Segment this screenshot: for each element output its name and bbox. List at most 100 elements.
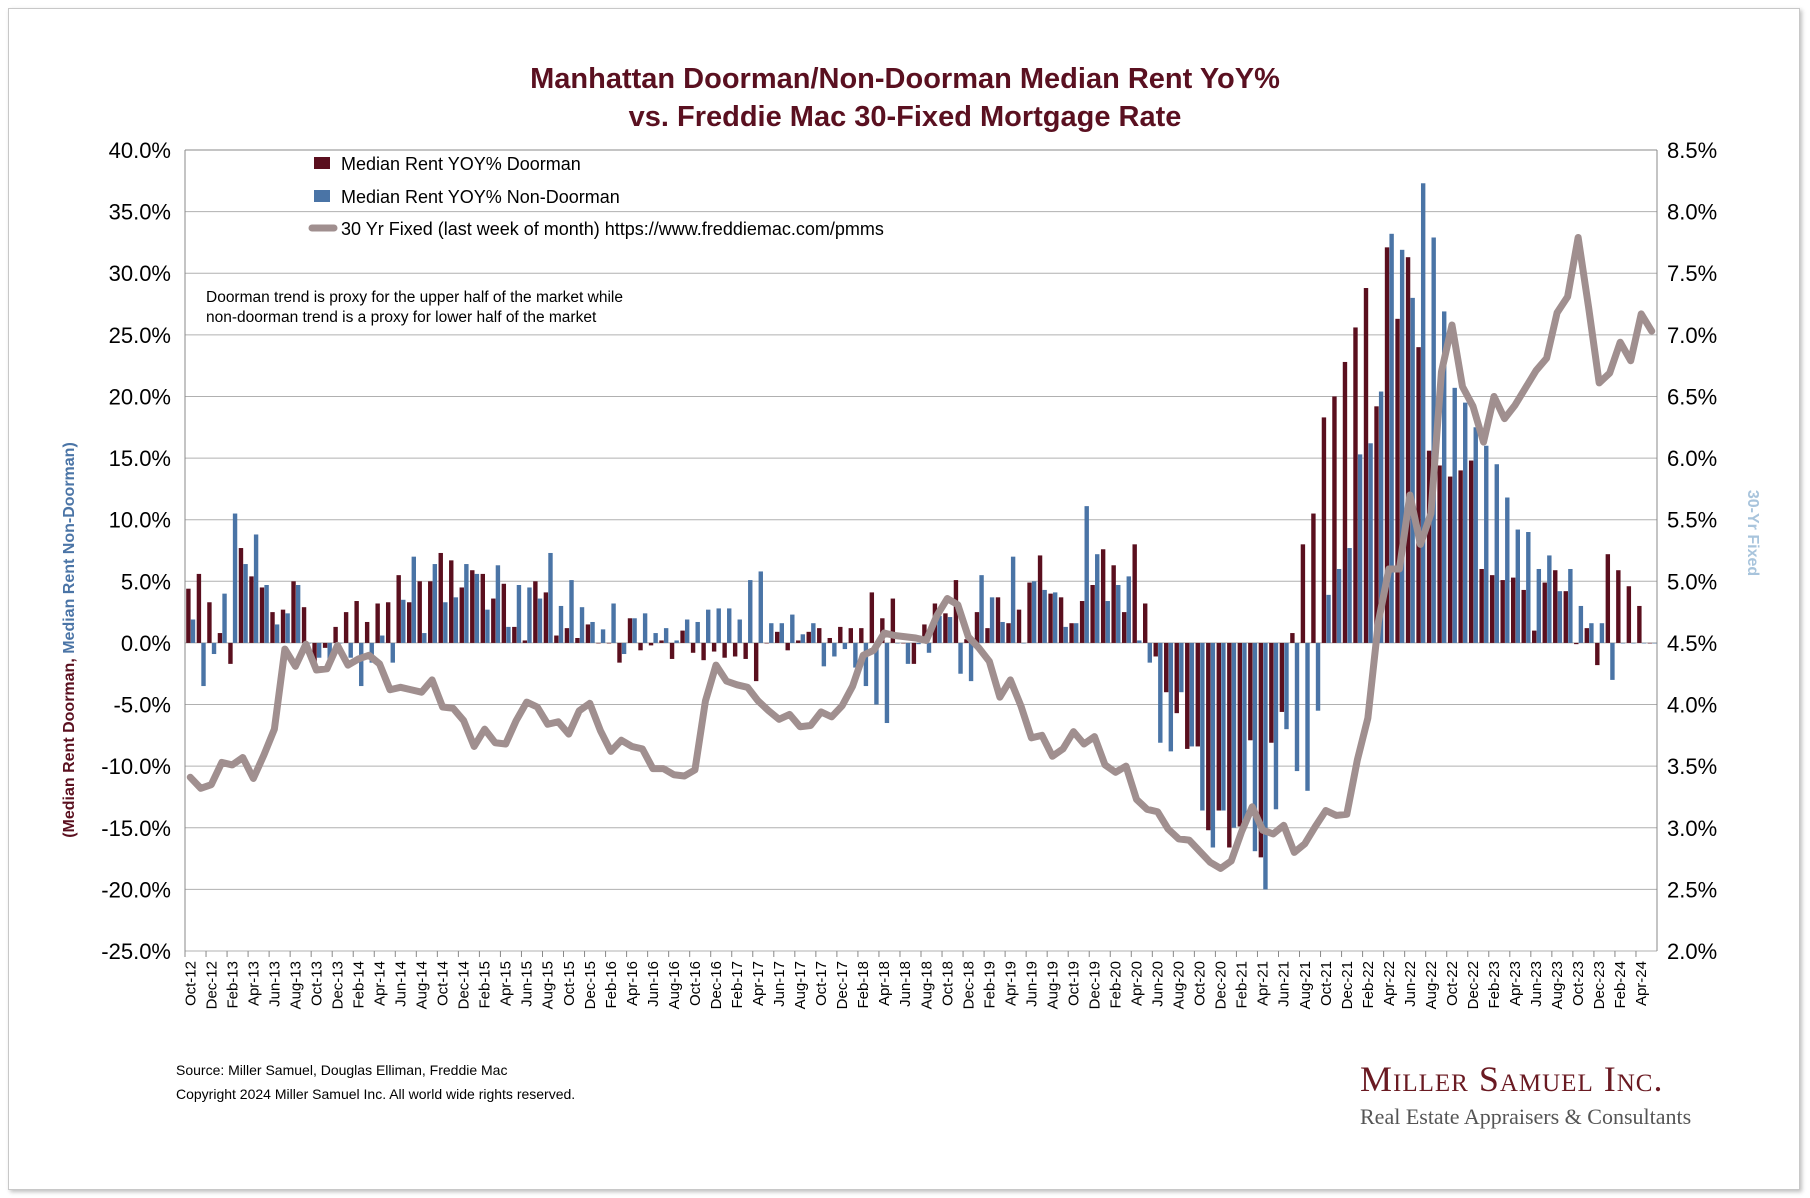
bar-non-doorman bbox=[1641, 642, 1647, 644]
x-tick-label: Dec-14 bbox=[456, 961, 473, 1009]
bar-doorman bbox=[501, 583, 507, 643]
bar-doorman bbox=[1553, 570, 1558, 643]
bar-non-doorman bbox=[674, 640, 679, 643]
bar-doorman bbox=[1521, 589, 1526, 643]
bar-doorman bbox=[1426, 450, 1432, 643]
bar-non-doorman bbox=[1305, 642, 1310, 791]
bar-non-doorman bbox=[411, 556, 416, 643]
bar-non-doorman bbox=[495, 565, 501, 643]
bar-non-doorman bbox=[464, 564, 469, 643]
bar-non-doorman bbox=[621, 642, 627, 655]
y-tick-label: 35.0% bbox=[109, 200, 171, 225]
bar-non-doorman bbox=[1368, 443, 1373, 643]
bar-doorman bbox=[1563, 591, 1568, 643]
bar-doorman bbox=[743, 642, 748, 659]
bar-doorman bbox=[669, 642, 675, 659]
x-tick-label: Dec-20 bbox=[1213, 961, 1230, 1009]
bar-non-doorman bbox=[1210, 642, 1216, 848]
bar-doorman bbox=[690, 642, 696, 653]
bar-non-doorman bbox=[253, 534, 259, 643]
bar-doorman bbox=[470, 570, 475, 643]
y-tick-label: 20.0% bbox=[109, 384, 171, 409]
bar-doorman bbox=[1279, 642, 1285, 712]
bar-non-doorman bbox=[727, 608, 732, 643]
bar-non-doorman bbox=[1336, 568, 1342, 643]
bar-non-doorman bbox=[811, 623, 816, 643]
bar-non-doorman bbox=[327, 642, 332, 663]
bar-doorman bbox=[1353, 327, 1358, 643]
bar-non-doorman bbox=[1189, 642, 1195, 747]
bar-doorman bbox=[838, 626, 843, 643]
bar-non-doorman bbox=[1294, 642, 1300, 772]
legend-label: Median Rent YOY% Non-Doorman bbox=[341, 187, 620, 207]
x-tick-label: Apr-24 bbox=[1633, 961, 1650, 1006]
x-tick-label: Apr-20 bbox=[1129, 961, 1146, 1006]
y-tick-label: 15.0% bbox=[109, 446, 171, 471]
bar-doorman bbox=[943, 613, 948, 643]
bar-doorman bbox=[732, 642, 738, 657]
bar-doorman bbox=[1037, 555, 1043, 643]
y-tick-label: 0.0% bbox=[121, 631, 171, 656]
bar-non-doorman bbox=[1052, 592, 1058, 643]
logo-name: Miller Samuel Inc. bbox=[1360, 1059, 1664, 1099]
bar-non-doorman bbox=[790, 614, 795, 643]
bar-non-doorman bbox=[706, 609, 711, 643]
bar-doorman bbox=[617, 642, 622, 663]
bar-doorman bbox=[985, 628, 990, 643]
bar-doorman bbox=[596, 642, 601, 644]
bar-doorman bbox=[480, 573, 485, 643]
bar-non-doorman bbox=[453, 597, 459, 643]
y-tick-label: -15.0% bbox=[101, 816, 171, 841]
x-tick-label: Dec-22 bbox=[1465, 961, 1482, 1009]
bar-non-doorman bbox=[348, 642, 353, 658]
bar-doorman bbox=[291, 581, 296, 643]
bar-doorman bbox=[1626, 586, 1632, 643]
x-tick-label: Feb-21 bbox=[1234, 961, 1251, 1009]
bar-doorman bbox=[1227, 642, 1232, 848]
bar-doorman bbox=[238, 548, 244, 643]
bar-non-doorman bbox=[958, 642, 963, 674]
bar-doorman bbox=[1185, 642, 1190, 749]
bar-non-doorman bbox=[1000, 621, 1005, 643]
bar-doorman bbox=[1290, 633, 1295, 643]
x-tick-label: Jun-15 bbox=[519, 961, 536, 1007]
bar-doorman bbox=[186, 588, 191, 643]
x-tick-label: Jun-18 bbox=[897, 961, 914, 1007]
bar-doorman bbox=[1206, 642, 1211, 831]
bar-non-doorman bbox=[295, 585, 301, 643]
bar-non-doorman bbox=[937, 615, 942, 643]
bar-doorman bbox=[354, 601, 359, 643]
bar-doorman bbox=[1195, 642, 1200, 747]
bar-non-doorman bbox=[316, 642, 322, 658]
bar-doorman bbox=[585, 624, 591, 643]
bar-doorman bbox=[364, 621, 370, 643]
x-tick-label: Feb-20 bbox=[1108, 961, 1125, 1009]
bar-non-doorman bbox=[748, 580, 753, 643]
company-logo: Miller Samuel Inc. Real Estate Appraiser… bbox=[1360, 1058, 1720, 1130]
bar-doorman bbox=[1332, 396, 1337, 643]
bar-non-doorman bbox=[821, 642, 827, 667]
bar-doorman bbox=[449, 560, 454, 643]
y-tick-label: 10.0% bbox=[109, 508, 171, 533]
y2-tick-label: 2.0% bbox=[1667, 939, 1717, 964]
bar-non-doorman bbox=[1536, 568, 1542, 643]
annotation-line-1: Doorman trend is proxy for the upper hal… bbox=[206, 289, 623, 306]
bar-doorman bbox=[417, 581, 422, 643]
bar-doorman bbox=[459, 587, 464, 643]
x-tick-label: Aug-15 bbox=[540, 961, 557, 1009]
bar-doorman bbox=[512, 626, 517, 643]
bar-non-doorman bbox=[1515, 529, 1520, 643]
bar-non-doorman bbox=[558, 605, 564, 643]
x-tick-label: Oct-19 bbox=[1065, 961, 1082, 1006]
bar-non-doorman bbox=[1410, 297, 1415, 643]
rate-line bbox=[186, 233, 1656, 872]
bar-non-doorman bbox=[1074, 623, 1079, 643]
bar-doorman bbox=[322, 642, 328, 648]
x-tick-label: Aug-22 bbox=[1423, 961, 1440, 1009]
bar-non-doorman bbox=[1326, 594, 1331, 643]
bar-doorman bbox=[1595, 642, 1600, 666]
bar-doorman bbox=[827, 637, 832, 643]
y2-tick-label: 8.5% bbox=[1667, 138, 1717, 163]
bar-doorman bbox=[638, 642, 643, 651]
bar-non-doorman bbox=[1463, 402, 1468, 643]
